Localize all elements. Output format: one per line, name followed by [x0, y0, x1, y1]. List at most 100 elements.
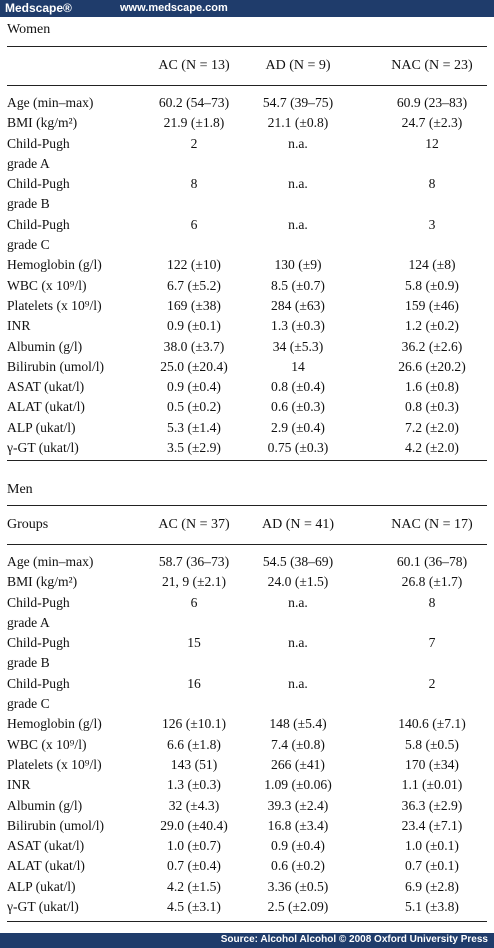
table-row: ALAT (ukat/l) 0.7 (±0.4) 0.6 (±0.2) 0.7 (±0… [0, 856, 494, 876]
row-label: Albumin (g/l) [7, 338, 83, 354]
ac-value: 6 [190, 594, 198, 610]
table-row: grade A [0, 154, 494, 174]
rule-bottom-women [7, 460, 487, 461]
table-row: INR 1.3 (±0.3) 1.09 (±0.06) 1.1 (±0.01) [0, 775, 494, 795]
rule-bottom-men [7, 921, 487, 922]
row-label: ALP (ukat/l) [7, 419, 76, 435]
row-label: Platelets (x 10⁹/l) [7, 756, 102, 772]
nac-value: 1.6 (±0.8) [405, 379, 459, 395]
ad-value: 54.5 (38–69) [262, 554, 334, 569]
header-ac-men: AC (N = 37) [158, 517, 230, 532]
ac-value: 6 [190, 216, 198, 232]
ad-value: 284 (±63) [271, 297, 325, 313]
table-row: Platelets (x 10⁹/l) 143 (51) 266 (±41) 170 … [0, 755, 494, 775]
nac-value: 6.9 (±2.8) [405, 878, 459, 894]
ad-value: 16.8 (±3.4) [267, 817, 329, 833]
nac-value: 60.9 (23–83) [396, 95, 468, 110]
table-row: Platelets (x 10⁹/l) 169 (±38) 284 (±63) 159… [0, 296, 494, 316]
ac-value: 21.9 (±1.8) [163, 115, 225, 131]
nac-value: 26.8 (±1.7) [401, 574, 463, 590]
rule-top-women [7, 46, 487, 47]
row-label: γ-GT (ukat/l) [7, 899, 79, 915]
row-label: grade C [7, 237, 50, 253]
nac-value: 5.1 (±3.8) [405, 899, 459, 915]
ad-value: 1.3 (±0.3) [271, 318, 325, 334]
nac-value: 23.4 (±7.1) [401, 817, 463, 833]
table-row: Bilirubin (umol/l) 25.0 (±20.4) 14 26.6 (±2… [0, 357, 494, 377]
header-ad-men: AD (N = 41) [261, 517, 335, 532]
table-row: γ-GT (ukat/l) 3.5 (±2.9) 0.75 (±0.3) 4.2 (±… [0, 438, 494, 458]
ac-value: 29.0 (±40.4) [160, 817, 228, 833]
table-row: ASAT (ukat/l) 0.9 (±0.4) 0.8 (±0.4) 1.6 (±0… [0, 377, 494, 397]
table-row: Age (min–max) 58.7 (36–73) 54.5 (38–69) 60.… [0, 552, 494, 572]
nac-value: 1.1 (±0.01) [401, 777, 463, 793]
ac-value: 122 (±10) [167, 257, 221, 273]
table-row: grade A [0, 613, 494, 633]
table-row: Hemoglobin (g/l) 126 (±10.1) 148 (±5.4) 140… [0, 714, 494, 734]
table-row: γ-GT (ukat/l) 4.5 (±3.1) 2.5 (±2.09) 5.1 (±… [0, 897, 494, 917]
ad-value: n.a. [288, 594, 308, 610]
nac-value: 12 [425, 135, 439, 151]
ad-value: 0.9 (±0.4) [271, 838, 325, 854]
row-label: WBC (x 10⁹/l) [7, 277, 87, 293]
table-row: Child-Pugh 2 n.a. 12 [0, 134, 494, 154]
table-row: BMI (kg/m²) 21, 9 (±2.1) 24.0 (±1.5) 26.8 (… [0, 572, 494, 592]
table-row: ALP (ukat/l) 5.3 (±1.4) 2.9 (±0.4) 7.2 (±2.… [0, 418, 494, 438]
ad-value: 0.6 (±0.3) [271, 399, 325, 415]
row-label: INR [7, 777, 31, 793]
nac-value: 140.6 (±7.1) [398, 716, 466, 732]
nac-value: 159 (±46) [405, 297, 459, 313]
ac-value: 4.2 (±1.5) [167, 878, 221, 894]
row-label: grade B [7, 655, 50, 671]
ad-value: 54.7 (39–75) [262, 95, 334, 110]
nac-value: 124 (±8) [408, 257, 456, 273]
nac-value: 1.0 (±0.1) [405, 838, 459, 854]
table-row: Child-Pugh 15 n.a. 7 [0, 633, 494, 653]
row-label: Hemoglobin (g/l) [7, 257, 102, 273]
ad-value: 0.75 (±0.3) [267, 440, 329, 456]
ac-value: 1.0 (±0.7) [167, 838, 221, 854]
ad-value: 0.6 (±0.2) [271, 858, 325, 874]
site-url[interactable]: www.medscape.com [120, 2, 228, 14]
ad-value: 7.4 (±0.8) [271, 736, 325, 752]
nac-value: 36.3 (±2.9) [401, 797, 463, 813]
ac-value: 2 [190, 135, 198, 151]
ac-value: 5.3 (±1.4) [167, 419, 221, 435]
table-row: Child-Pugh 16 n.a. 2 [0, 674, 494, 694]
nac-value: 0.7 (±0.1) [405, 858, 459, 874]
table-row: ALP (ukat/l) 4.2 (±1.5) 3.36 (±0.5) 6.9 (±2… [0, 877, 494, 897]
rule-header-men [7, 544, 487, 545]
row-label: Bilirubin (umol/l) [7, 358, 105, 374]
row-label: grade A [7, 614, 50, 630]
row-label: ALAT (ukat/l) [7, 399, 85, 415]
nac-value: 24.7 (±2.3) [401, 115, 463, 131]
ac-value: 0.5 (±0.2) [167, 399, 221, 415]
ac-value: 143 (51) [170, 756, 218, 772]
header-label-men: Groups [7, 517, 49, 532]
nac-value: 170 (±34) [405, 756, 459, 772]
nac-value: 36.2 (±2.6) [401, 338, 463, 354]
ac-value: 169 (±38) [167, 297, 221, 313]
table-row: Hemoglobin (g/l) 122 (±10) 130 (±9) 124 (±8… [0, 255, 494, 275]
nac-value: 7.2 (±2.0) [405, 419, 459, 435]
ad-value: n.a. [288, 135, 308, 151]
row-label: ASAT (ukat/l) [7, 379, 85, 395]
men-table: Age (min–max) 58.7 (36–73) 54.5 (38–69) 60.… [0, 552, 494, 917]
row-label: WBC (x 10⁹/l) [7, 736, 87, 752]
nac-value: 8 [428, 594, 436, 610]
ac-value: 3.5 (±2.9) [167, 440, 221, 456]
ac-value: 60.2 (54–73) [158, 95, 230, 110]
table-row: BMI (kg/m²) 21.9 (±1.8) 21.1 (±0.8) 24.7 (±… [0, 113, 494, 133]
row-label: INR [7, 318, 31, 334]
nac-value: 5.8 (±0.9) [405, 277, 459, 293]
ac-value: 4.5 (±3.1) [167, 899, 221, 915]
ad-value: 3.36 (±0.5) [267, 878, 329, 894]
table-row: Albumin (g/l) 38.0 (±3.7) 34 (±5.3) 36.2 (±… [0, 337, 494, 357]
table-row: INR 0.9 (±0.1) 1.3 (±0.3) 1.2 (±0.2) [0, 316, 494, 336]
header-nac-women: NAC (N = 23) [391, 58, 473, 73]
ac-value: 1.3 (±0.3) [167, 777, 221, 793]
table-row: grade C [0, 235, 494, 255]
ad-value: n.a. [288, 176, 308, 192]
table-row: Bilirubin (umol/l) 29.0 (±40.4) 16.8 (±3.4… [0, 816, 494, 836]
row-label: Hemoglobin (g/l) [7, 716, 102, 732]
